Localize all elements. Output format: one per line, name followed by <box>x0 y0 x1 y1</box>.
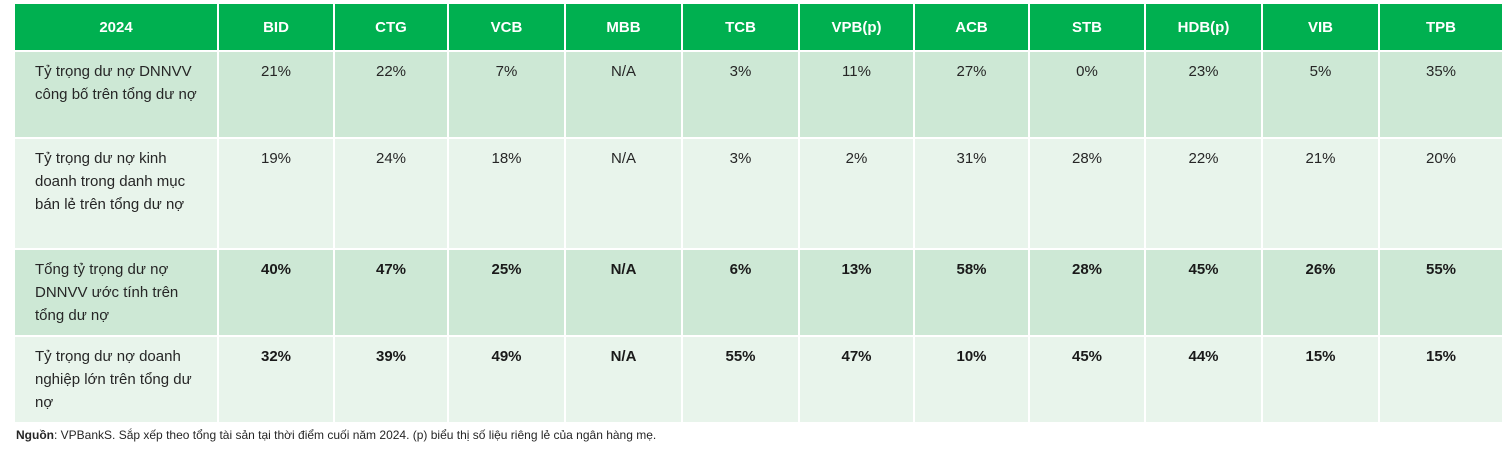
table-cell: 35% <box>1380 52 1502 137</box>
table-cell: 55% <box>1380 250 1502 335</box>
table-cell: 24% <box>335 139 447 248</box>
header-bank: MBB <box>566 4 681 50</box>
table-cell: 49% <box>449 337 564 422</box>
table-cell: 47% <box>335 250 447 335</box>
table-cell: 21% <box>1263 139 1378 248</box>
row-label: Tỷ trọng dư nợ DNNVV công bố trên tổng d… <box>15 52 217 137</box>
table-cell: 31% <box>915 139 1028 248</box>
table-cell: 23% <box>1146 52 1261 137</box>
table-cell: N/A <box>566 52 681 137</box>
table-cell: 32% <box>219 337 333 422</box>
row-label: Tỷ trọng dư nợ doanh nghiệp lớn trên tổn… <box>15 337 217 422</box>
table-cell: 2% <box>800 139 913 248</box>
table-cell: 40% <box>219 250 333 335</box>
header-year: 2024 <box>15 4 217 50</box>
table-cell: 28% <box>1030 250 1144 335</box>
table-cell: 25% <box>449 250 564 335</box>
table-cell: 21% <box>219 52 333 137</box>
table-cell: 39% <box>335 337 447 422</box>
header-bank: STB <box>1030 4 1144 50</box>
table-cell: 55% <box>683 337 798 422</box>
table-cell: 15% <box>1263 337 1378 422</box>
header-bank: VCB <box>449 4 564 50</box>
table-cell: 28% <box>1030 139 1144 248</box>
table-cell: 15% <box>1380 337 1502 422</box>
row-label: Tổng tỷ trọng dư nợ DNNVV ước tính trên … <box>15 250 217 335</box>
footnote-text: : VPBankS. Sắp xếp theo tổng tài sản tại… <box>54 428 657 442</box>
table-cell: 0% <box>1030 52 1144 137</box>
table-cell: 7% <box>449 52 564 137</box>
table-cell: 22% <box>335 52 447 137</box>
footnote-label: Nguồn <box>16 428 54 442</box>
table-cell: 45% <box>1030 337 1144 422</box>
header-bank: HDB(p) <box>1146 4 1261 50</box>
table-cell: 19% <box>219 139 333 248</box>
table-cell: 58% <box>915 250 1028 335</box>
header-row: 2024 BID CTG VCB MBB TCB VPB(p) ACB STB … <box>15 4 1502 50</box>
table-cell: N/A <box>566 250 681 335</box>
table-cell: 6% <box>683 250 798 335</box>
table-cell: 20% <box>1380 139 1502 248</box>
header-bank: ACB <box>915 4 1028 50</box>
table-cell: N/A <box>566 337 681 422</box>
table-cell: 3% <box>683 139 798 248</box>
table-cell: 22% <box>1146 139 1261 248</box>
table-cell: 13% <box>800 250 913 335</box>
table-cell: 18% <box>449 139 564 248</box>
table-row: Tỷ trọng dư nợ kinh doanh trong danh mục… <box>15 139 1502 248</box>
row-label: Tỷ trọng dư nợ kinh doanh trong danh mục… <box>15 139 217 248</box>
table-row: Tổng tỷ trọng dư nợ DNNVV ước tính trên … <box>15 250 1502 335</box>
table-cell: 45% <box>1146 250 1261 335</box>
bank-comparison-table: 2024 BID CTG VCB MBB TCB VPB(p) ACB STB … <box>13 2 1504 424</box>
table-row: Tỷ trọng dư nợ DNNVV công bố trên tổng d… <box>15 52 1502 137</box>
table-row: Tỷ trọng dư nợ doanh nghiệp lớn trên tổn… <box>15 337 1502 422</box>
table-cell: 26% <box>1263 250 1378 335</box>
source-footnote: Nguồn: VPBankS. Sắp xếp theo tổng tài sả… <box>16 428 656 442</box>
header-bank: TCB <box>683 4 798 50</box>
header-bank: VPB(p) <box>800 4 913 50</box>
table-cell: N/A <box>566 139 681 248</box>
header-bank: CTG <box>335 4 447 50</box>
table-cell: 44% <box>1146 337 1261 422</box>
table-cell: 11% <box>800 52 913 137</box>
header-bank: VIB <box>1263 4 1378 50</box>
table-cell: 3% <box>683 52 798 137</box>
table-cell: 10% <box>915 337 1028 422</box>
table-cell: 27% <box>915 52 1028 137</box>
table-cell: 47% <box>800 337 913 422</box>
table-cell: 5% <box>1263 52 1378 137</box>
header-bank: TPB <box>1380 4 1502 50</box>
header-bank: BID <box>219 4 333 50</box>
